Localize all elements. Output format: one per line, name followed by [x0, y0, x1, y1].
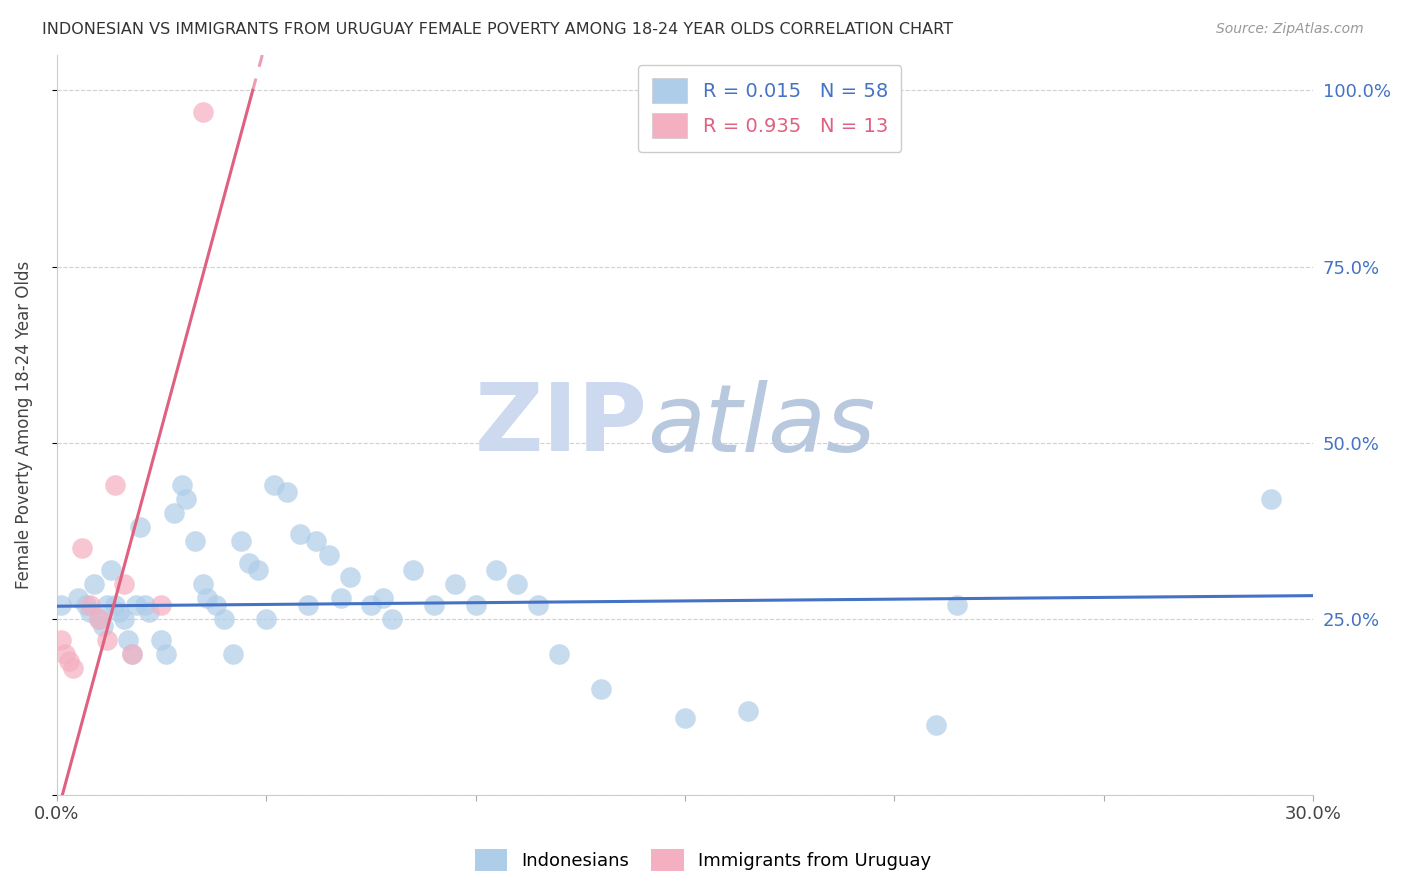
Point — [53, 647, 76, 661]
Point — [49, 633, 72, 648]
Point — [673, 710, 696, 724]
Point — [381, 612, 404, 626]
Text: atlas: atlas — [647, 380, 876, 471]
Point — [402, 563, 425, 577]
Point — [117, 633, 139, 648]
Point — [79, 598, 101, 612]
Point — [330, 591, 353, 605]
Point — [112, 576, 135, 591]
Point — [150, 598, 173, 612]
Point — [197, 591, 219, 605]
Point — [373, 591, 395, 605]
Point — [305, 534, 328, 549]
Point — [443, 576, 465, 591]
Point — [339, 569, 361, 583]
Point — [591, 682, 613, 697]
Point — [87, 612, 110, 626]
Point — [318, 549, 340, 563]
Point — [134, 598, 156, 612]
Point — [66, 591, 89, 605]
Point — [297, 598, 319, 612]
Point — [91, 619, 114, 633]
Point — [1260, 492, 1282, 507]
Point — [150, 633, 173, 648]
Point — [229, 534, 252, 549]
Point — [360, 598, 382, 612]
Point — [121, 647, 143, 661]
Y-axis label: Female Poverty Among 18-24 Year Olds: Female Poverty Among 18-24 Year Olds — [15, 261, 32, 590]
Point — [238, 556, 260, 570]
Point — [246, 563, 269, 577]
Point — [527, 598, 550, 612]
Point — [946, 598, 969, 612]
Point — [138, 605, 160, 619]
Point — [49, 598, 72, 612]
Point — [70, 541, 93, 556]
Point — [548, 647, 571, 661]
Legend: R = 0.015   N = 58, R = 0.935   N = 13: R = 0.015 N = 58, R = 0.935 N = 13 — [638, 65, 901, 152]
Legend: Indonesians, Immigrants from Uruguay: Indonesians, Immigrants from Uruguay — [468, 842, 938, 879]
Point — [172, 478, 194, 492]
Point — [125, 598, 148, 612]
Point — [464, 598, 486, 612]
Point — [212, 612, 235, 626]
Point — [193, 576, 215, 591]
Point — [121, 647, 143, 661]
Point — [58, 654, 80, 668]
Point — [925, 717, 948, 731]
Point — [104, 478, 127, 492]
Point — [104, 598, 127, 612]
Text: Source: ZipAtlas.com: Source: ZipAtlas.com — [1216, 22, 1364, 37]
Point — [79, 605, 101, 619]
Text: INDONESIAN VS IMMIGRANTS FROM URUGUAY FEMALE POVERTY AMONG 18-24 YEAR OLDS CORRE: INDONESIAN VS IMMIGRANTS FROM URUGUAY FE… — [42, 22, 953, 37]
Point — [254, 612, 277, 626]
Point — [221, 647, 243, 661]
Point — [129, 520, 152, 534]
Point — [506, 576, 529, 591]
Point — [422, 598, 444, 612]
Point — [204, 598, 226, 612]
Point — [62, 661, 84, 675]
Point — [100, 563, 122, 577]
Point — [176, 492, 198, 507]
Point — [96, 598, 118, 612]
Point — [163, 506, 186, 520]
Point — [737, 704, 759, 718]
Point — [83, 576, 105, 591]
Point — [155, 647, 177, 661]
Point — [184, 534, 207, 549]
Point — [87, 612, 110, 626]
Point — [485, 563, 508, 577]
Point — [276, 485, 298, 500]
Point — [108, 605, 131, 619]
Point — [193, 104, 215, 119]
Point — [96, 633, 118, 648]
Point — [263, 478, 285, 492]
Text: ZIP: ZIP — [474, 379, 647, 471]
Point — [112, 612, 135, 626]
Point — [288, 527, 311, 541]
Point — [75, 598, 97, 612]
